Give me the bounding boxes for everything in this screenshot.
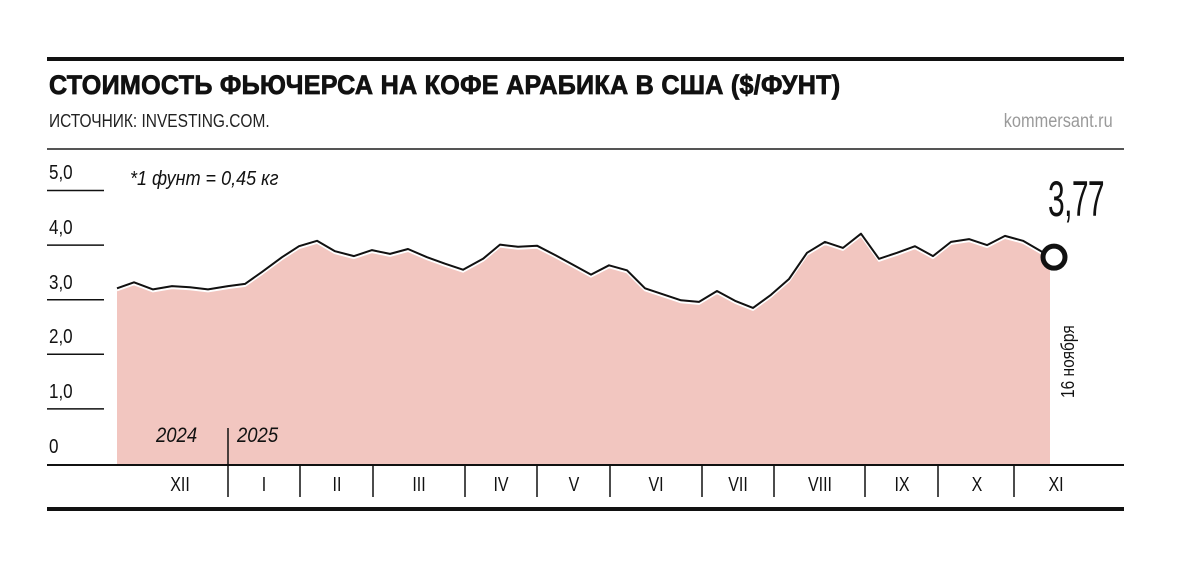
month-label: XI (1048, 474, 1064, 496)
top-rule (47, 57, 1124, 61)
y-axis-tick-lines (47, 189, 104, 410)
price-area-fill (117, 233, 1050, 464)
last-value-label: 3,77 (1048, 171, 1105, 227)
year-label-2025: 2025 (237, 424, 279, 447)
month-label: IV (493, 474, 509, 496)
month-label: IX (894, 474, 910, 496)
source-label: ИСТОЧНИК: INVESTING.COM. (49, 111, 270, 131)
month-label: X (971, 474, 983, 496)
header-divider (47, 148, 1124, 150)
month-dividers (299, 465, 1015, 497)
y-tick-label: 2,0 (49, 326, 73, 348)
site-credit: kommersant.ru (1004, 111, 1113, 132)
y-tick-label: 3,0 (49, 272, 73, 294)
y-tick-label: 0 (49, 436, 59, 458)
month-label: V (568, 474, 580, 496)
month-label: II (332, 474, 342, 496)
month-label: XII (170, 474, 190, 496)
month-label: VII (728, 474, 748, 496)
y-tick-label: 1,0 (49, 381, 73, 403)
y-tick-label: 4,0 (49, 217, 73, 239)
y-tick-label: 5,0 (49, 162, 73, 184)
month-label: VIII (807, 474, 832, 496)
year-label-2024: 2024 (156, 424, 198, 447)
chart-title: СТОИМОСТЬ ФЬЮЧЕРСА НА КОФЕ АРАБИКА В США… (49, 70, 841, 101)
last-date-label: 16 ноября (1058, 325, 1078, 398)
month-label: I (261, 474, 267, 496)
price-line-halo (116, 234, 1051, 311)
bottom-rule (47, 507, 1124, 511)
month-label: III (412, 474, 426, 496)
price-line (116, 232, 1051, 309)
last-point-marker (1040, 243, 1068, 271)
unit-note: *1 фунт = 0,45 кг (130, 168, 279, 190)
month-label: VI (648, 474, 664, 496)
